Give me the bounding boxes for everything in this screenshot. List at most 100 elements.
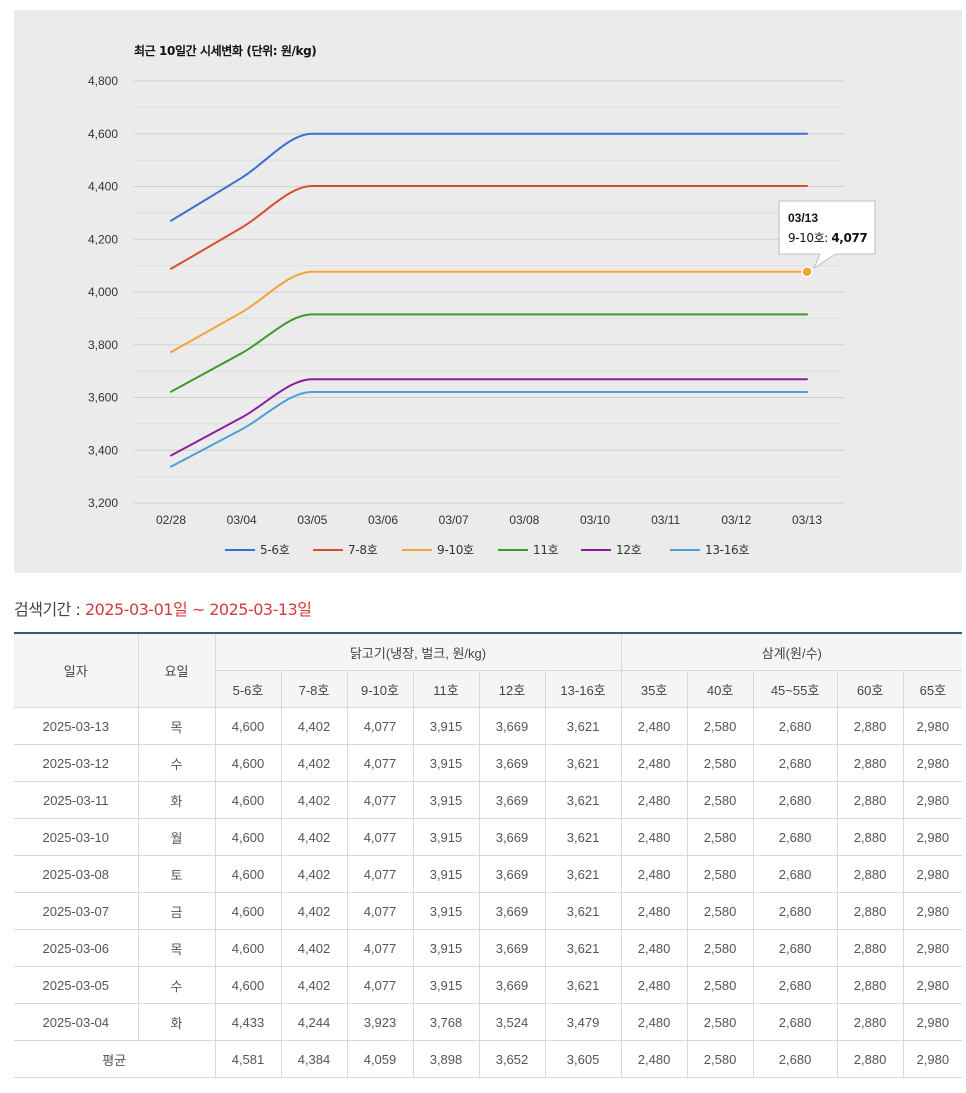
table-cell-value: 2,580 [686,929,754,967]
table-row: 2025-03-13 목 4,600 4,402 4,077 3,915 3,669 3,62… [14,707,963,745]
x-tick-label: 02/28 [156,513,186,527]
table-cell-value: 2,680 [752,818,838,856]
table-cell-value: 4,402 [280,855,348,893]
table-cell-value: 2,980 [902,855,963,893]
table-cell-value: 4,402 [280,929,348,967]
table-cell-date: 2025-03-11 [14,781,139,819]
table-cell-value: 4,077 [346,781,414,819]
table-cell-value: 4,077 [346,929,414,967]
table-cell-value: 3,621 [544,892,622,930]
sub-header-cell: 11호 [412,670,480,708]
x-tick-label: 03/07 [439,513,469,527]
table-cell-value: 2,980 [902,818,963,856]
y-tick-label: 4,200 [88,232,118,246]
table-cell-value: 2,580 [686,1003,754,1041]
table-cell-value: 2,680 [752,855,838,893]
table-cell-value: 4,600 [214,707,282,745]
legend-label: 13-16호 [705,543,749,557]
tooltip-series-value: 4,077 [831,231,867,245]
tooltip-series-label: 9-10호: [788,231,831,245]
x-tick-label: 03/06 [368,513,398,527]
table-cell-value: 3,915 [412,855,480,893]
sub-header-cell: 13-16호 [544,670,622,708]
series-line-6 [170,390,808,468]
x-tick-label: 03/08 [509,513,539,527]
table-cell-value: 2,880 [836,1003,904,1041]
x-tick-label: 03/04 [227,513,257,527]
legend-label: 9-10호 [437,543,474,557]
table-cell-value: 2,580 [686,744,754,782]
table-cell-value: 4,244 [280,1003,348,1041]
search-period-range: 2025-03-01일 ~ 2025-03-13일 [84,600,312,619]
average-cell: 4,059 [346,1040,414,1078]
legend-label: 12호 [616,543,642,557]
table-cell-value: 2,580 [686,892,754,930]
table-cell-value: 3,669 [478,744,546,782]
table-cell-value: 3,768 [412,1003,480,1041]
table-cell-value: 3,669 [478,966,546,1004]
y-tick-label: 4,000 [88,285,118,299]
header-group-samgye: 삼계(원/수) [620,632,963,671]
table-cell-value: 3,915 [412,929,480,967]
series-line-3 [170,270,808,354]
table-cell-value: 3,669 [478,855,546,893]
table-cell-value: 4,433 [214,1003,282,1041]
average-cell: 4,581 [214,1040,282,1078]
table-cell-value: 4,077 [346,892,414,930]
table-cell-value: 2,680 [752,929,838,967]
table-cell-value: 2,480 [620,892,688,930]
table-row: 2025-03-07 금 4,600 4,402 4,077 3,915 3,669 3,62… [14,892,963,930]
x-tick-label: 03/12 [721,513,751,527]
table-cell-value: 4,600 [214,781,282,819]
sub-header-cell: 35호 [620,670,688,708]
table-cell-value: 4,077 [346,855,414,893]
legend-label: 11호 [533,543,559,557]
table-cell-value: 4,600 [214,929,282,967]
y-tick-label: 3,200 [88,496,118,510]
table-cell-day: 수 [137,744,216,782]
tooltip-date: 03/13 [788,211,818,225]
table-cell-day: 화 [137,1003,216,1041]
table-cell-value: 2,580 [686,818,754,856]
table-row: 2025-03-08 토 4,600 4,402 4,077 3,915 3,669 3,62… [14,855,963,893]
y-tick-label: 3,600 [88,391,118,405]
table-cell-value: 2,480 [620,855,688,893]
table-cell-date: 2025-03-06 [14,929,139,967]
tooltip-value: 9-10호: 4,077 [788,231,867,245]
table-cell-value: 3,621 [544,744,622,782]
table-cell-value: 3,915 [412,818,480,856]
table-cell-value: 4,077 [346,966,414,1004]
table-cell-value: 3,669 [478,818,546,856]
table-cell-value: 4,600 [214,818,282,856]
table-cell-value: 2,680 [752,744,838,782]
table-cell-value: 3,479 [544,1003,622,1041]
table-row: 2025-03-11 화 4,600 4,402 4,077 3,915 3,669 3,62… [14,781,963,819]
chart-title: 최근 10일간 시세변화 (단위: 원/kg) [134,43,316,58]
header-group-chicken: 닭고기(냉장, 벌크, 원/kg) [214,632,622,671]
sub-header-cell: 40호 [686,670,754,708]
table-cell-date: 2025-03-08 [14,855,139,893]
series-line-5 [170,378,808,457]
table-cell-value: 2,480 [620,966,688,1004]
average-cell: 2,480 [620,1040,688,1078]
chart-panel: 최근 10일간 시세변화 (단위: 원/kg) 3,200 3,400 3,600 3,… [14,10,962,573]
table-cell-value: 3,524 [478,1003,546,1041]
x-tick-label: 03/11 [651,513,680,527]
table-cell-value: 4,600 [214,855,282,893]
x-tick-label: 03/05 [297,513,327,527]
table-cell-day: 화 [137,781,216,819]
table-cell-value: 2,480 [620,707,688,745]
table-cell-value: 3,669 [478,707,546,745]
average-cell: 3,605 [544,1040,622,1078]
table-cell-value: 4,402 [280,966,348,1004]
table-cell-value: 4,402 [280,818,348,856]
legend-label: 5-6호 [260,543,290,557]
table-cell-value: 2,580 [686,966,754,1004]
table-cell-value: 4,077 [346,818,414,856]
table-cell-value: 2,480 [620,1003,688,1041]
table-cell-value: 3,621 [544,929,622,967]
tooltip-box [778,200,876,270]
table-row: 2025-03-04 화 4,433 4,244 3,923 3,768 3,524 3,47… [14,1003,963,1041]
table-cell-date: 2025-03-04 [14,1003,139,1041]
table-cell-value: 3,621 [544,818,622,856]
